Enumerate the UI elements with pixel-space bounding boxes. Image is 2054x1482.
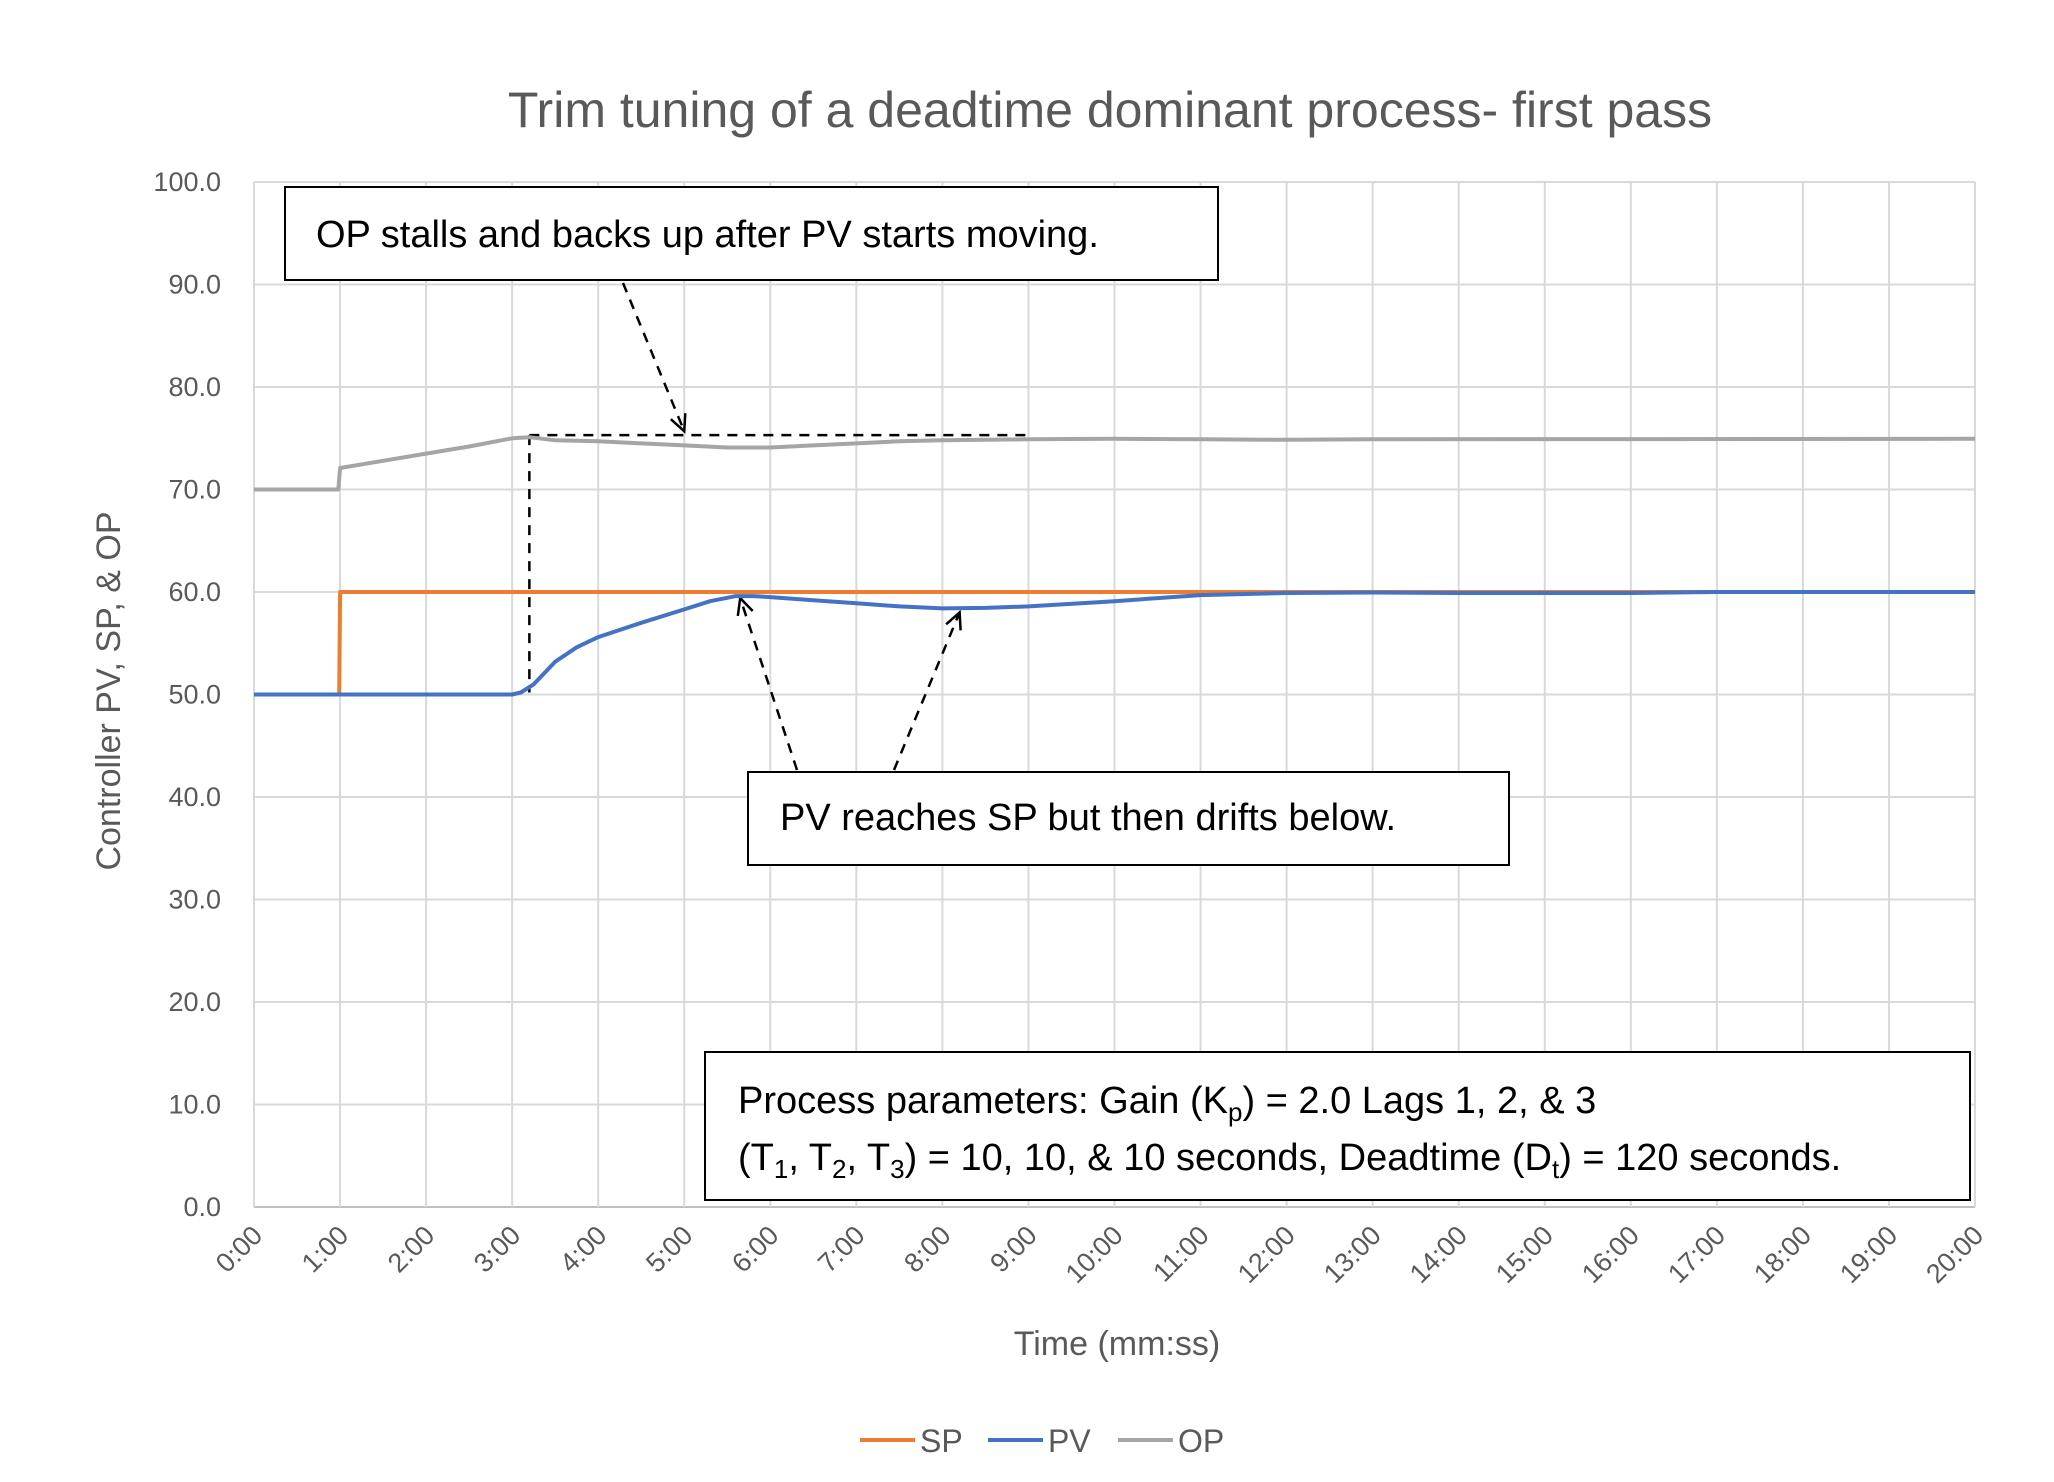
series-line-pv	[254, 590, 1975, 697]
y-tick-label: 30.0	[168, 885, 221, 915]
x-tick-label: 13:00	[1318, 1220, 1387, 1289]
legend-item-pv: PV	[988, 1423, 1091, 1459]
annotation-pv-text: PV reaches SP but then drifts below.	[780, 797, 1396, 839]
x-tick-label: 0:00	[210, 1220, 268, 1278]
annotation-pv: PV reaches SP but then drifts below.	[747, 771, 1510, 866]
annotation-params: Process parameters: Gain (Kp) = 2.0 Lags…	[704, 1051, 1971, 1201]
op-annotation-arrow-head	[669, 413, 687, 434]
annotation-op: OP stalls and backs up after PV starts m…	[284, 186, 1219, 281]
x-tick-label: 8:00	[898, 1220, 956, 1278]
y-tick-label: 40.0	[168, 782, 221, 812]
annotation-op-text: OP stalls and backs up after PV starts m…	[316, 214, 1099, 256]
x-tick-label: 3:00	[468, 1220, 526, 1278]
x-tick-label: 20:00	[1920, 1220, 1989, 1289]
legend-item-op: OP	[1118, 1423, 1224, 1459]
y-tick-label: 10.0	[168, 1090, 221, 1120]
x-tick-label: 2:00	[382, 1220, 440, 1278]
x-tick-label: 6:00	[726, 1220, 784, 1278]
params-line-1: Process parameters: Gain (Kp) = 2.0 Lags…	[738, 1080, 1596, 1127]
y-tick-label: 80.0	[168, 372, 221, 402]
x-tick-label: 9:00	[984, 1220, 1042, 1278]
x-tick-label: 19:00	[1834, 1220, 1903, 1289]
y-tick-label: 60.0	[168, 577, 221, 607]
chart-title: Trim tuning of a deadtime dominant proce…	[508, 82, 1712, 138]
x-axis-title: Time (mm:ss)	[1014, 1325, 1220, 1363]
x-tick-label: 7:00	[812, 1220, 870, 1278]
series-lines	[254, 435, 1976, 697]
annotation-guides	[528, 282, 1029, 771]
x-tick-label: 4:00	[554, 1220, 612, 1278]
x-tick-label: 16:00	[1576, 1220, 1645, 1289]
y-tick-label: 0.0	[183, 1192, 221, 1222]
y-tick-label: 100.0	[153, 167, 221, 197]
legend-label-op: OP	[1178, 1423, 1224, 1459]
y-axis-title: Controller PV, SP, & OP	[90, 511, 128, 870]
y-tick-label: 20.0	[168, 987, 221, 1017]
x-tick-label: 5:00	[640, 1220, 698, 1278]
series-line-op	[254, 435, 1976, 492]
pv-peak-arrow	[738, 597, 799, 771]
legend-label-pv: PV	[1048, 1423, 1091, 1459]
y-axis-ticks: 0.0 10.0 20.0 30.0 40.0 50.0 60.0 70.0 80.0 90.0 1…	[153, 167, 221, 1222]
op-annotation-arrow	[621, 282, 686, 432]
legend-label-sp: SP	[920, 1423, 963, 1459]
x-tick-label: 17:00	[1662, 1220, 1731, 1289]
pv-dip-arrow	[892, 611, 961, 771]
pv-dip-arrow-head	[945, 609, 962, 631]
x-axis-ticks: 0:00 1:00 2:00 3:00 4:00 5:00 6:00 7:00 8:00 9:00…	[210, 1220, 1989, 1289]
params-line-2: (T1, T2, T3) = 10, 10, & 10 seconds, Dea…	[738, 1137, 1841, 1184]
x-tick-label: 15:00	[1490, 1220, 1559, 1289]
y-tick-label: 70.0	[168, 475, 221, 505]
y-tick-label: 50.0	[168, 680, 221, 710]
x-tick-label: 10:00	[1060, 1220, 1129, 1289]
legend: SP PV OP	[860, 1423, 1224, 1459]
y-tick-label: 90.0	[168, 270, 221, 300]
x-tick-label: 11:00	[1147, 1220, 1215, 1288]
legend-item-sp: SP	[860, 1423, 963, 1459]
x-tick-label: 18:00	[1748, 1220, 1817, 1289]
x-tick-label: 12:00	[1232, 1220, 1301, 1289]
x-tick-label: 1:00	[296, 1220, 354, 1278]
x-tick-label: 14:00	[1404, 1220, 1473, 1289]
